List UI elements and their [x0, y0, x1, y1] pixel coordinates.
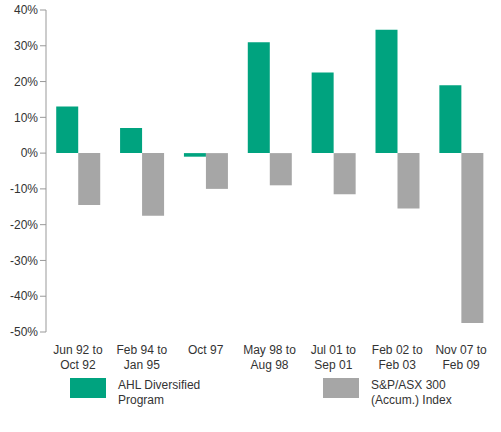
svg-text:Nov 07 to: Nov 07 to [435, 343, 487, 357]
svg-text:-20%: -20% [10, 218, 38, 232]
svg-text:Aug 98: Aug 98 [250, 358, 288, 372]
svg-text:10%: 10% [14, 111, 38, 125]
svg-text:-40%: -40% [10, 289, 38, 303]
svg-text:0%: 0% [21, 146, 39, 160]
svg-text:-50%: -50% [10, 325, 38, 339]
html-text:S&P/ASX 300 (Accum.) Index: S&P/ASX 300 (Accum.) Index [371, 378, 452, 407]
svg-text:40%: 40% [14, 3, 38, 17]
svg-text:Jan 95: Jan 95 [124, 358, 160, 372]
svg-text:Oct 97: Oct 97 [188, 343, 224, 357]
svg-text:Sep 01: Sep 01 [314, 358, 352, 372]
svg-text:Feb 09: Feb 09 [442, 358, 480, 372]
svg-text:20%: 20% [14, 75, 38, 89]
svg-text:Feb 02 to: Feb 02 to [372, 343, 423, 357]
svg-text:Oct 92: Oct 92 [60, 358, 96, 372]
svg-text:Jul 01 to: Jul 01 to [311, 343, 357, 357]
svg-text:May 98 to: May 98 to [243, 343, 296, 357]
svg-text:Feb 03: Feb 03 [379, 358, 417, 372]
svg-text:30%: 30% [14, 39, 38, 53]
svg-text:-30%: -30% [10, 254, 38, 268]
html-text:AHL Diversified Program: AHL Diversified Program [118, 378, 201, 407]
svg-text:Jun 92 to: Jun 92 to [53, 343, 103, 357]
svg-text:-10%: -10% [10, 182, 38, 196]
svg-text:Feb 94 to: Feb 94 to [116, 343, 167, 357]
